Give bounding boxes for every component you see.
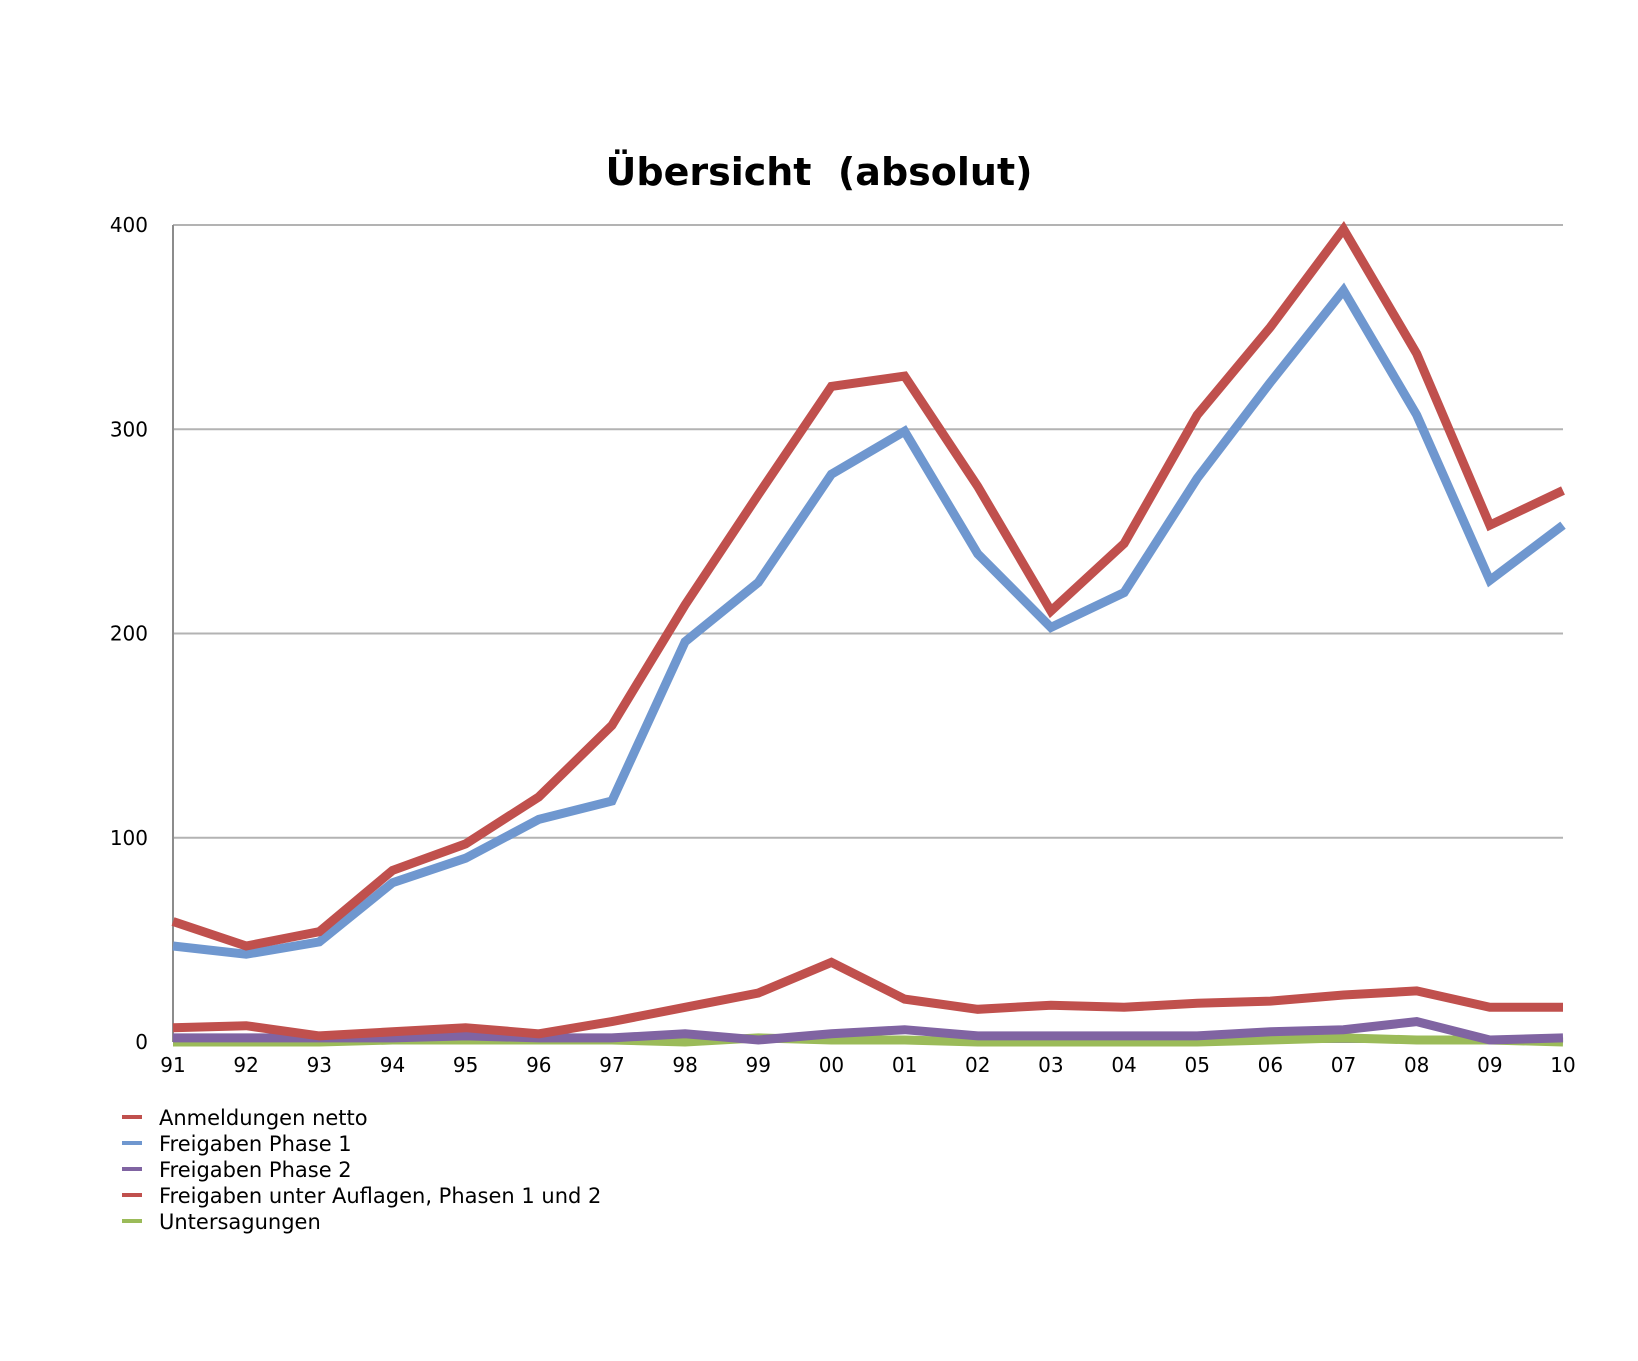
- legend-label: Freigaben unter Auflagen, Phasen 1 und 2: [159, 1184, 602, 1208]
- x-tick-label: 03: [1038, 1053, 1063, 1077]
- x-tick-label: 95: [453, 1053, 478, 1077]
- legend-swatch: [122, 1219, 142, 1223]
- series-line: [172, 957, 1563, 1041]
- legend-swatch: [122, 1167, 142, 1171]
- legend-swatch: [122, 1193, 142, 1197]
- gridlines: [173, 224, 1563, 839]
- legend-label: Anmeldungen netto: [159, 1106, 368, 1130]
- x-tick-label: 01: [892, 1053, 917, 1077]
- x-tick-label: 08: [1404, 1053, 1429, 1077]
- x-tick-label: 06: [1258, 1053, 1283, 1077]
- series-line: [172, 282, 1566, 959]
- y-tick-label: 400: [110, 213, 148, 237]
- x-tick-label: 96: [526, 1053, 551, 1077]
- x-tick-label: 92: [233, 1053, 258, 1077]
- x-tick-label: 97: [599, 1053, 624, 1077]
- y-tick-label: 0: [135, 1030, 148, 1054]
- legend-label: Freigaben Phase 1: [159, 1132, 352, 1156]
- x-tick-label: 91: [160, 1053, 185, 1077]
- y-tick-label: 300: [110, 417, 148, 441]
- legend-swatch: [122, 1115, 142, 1119]
- legend-item: Freigaben unter Auflagen, Phasen 1 und 2: [122, 1183, 601, 1209]
- x-tick-label: 04: [1111, 1053, 1136, 1077]
- x-tick-label: 99: [746, 1053, 771, 1077]
- x-tick-label: 00: [819, 1053, 844, 1077]
- x-tick-label: 09: [1477, 1053, 1502, 1077]
- x-tick-label: 94: [380, 1053, 405, 1077]
- x-tick-label: 02: [965, 1053, 990, 1077]
- y-tick-label: 100: [110, 826, 148, 850]
- legend: Anmeldungen netto Freigaben Phase 1 Freiga…: [122, 1105, 601, 1235]
- legend-item: Untersagungen: [122, 1209, 601, 1235]
- series-line: [171, 220, 1565, 951]
- legend-item: Freigaben Phase 2: [122, 1157, 601, 1183]
- legend-item: Anmeldungen netto: [122, 1105, 601, 1131]
- legend-item: Freigaben Phase 1: [122, 1131, 601, 1157]
- legend-label: Untersagungen: [159, 1210, 321, 1234]
- legend-label: Freigaben Phase 2: [159, 1158, 352, 1182]
- chart-title: Übersicht (absolut): [605, 150, 1033, 194]
- x-tick-label: 93: [307, 1053, 332, 1077]
- x-tick-label: 07: [1331, 1053, 1356, 1077]
- series-lines: [171, 220, 1566, 1047]
- x-tick-labels: 91 92 93 94 95 96 97 98 99 00 01 02 03 04 05 06 07 08 09 10: [160, 1053, 1575, 1077]
- x-tick-label: 98: [672, 1053, 697, 1077]
- y-tick-labels: 0 100 200 300 400: [110, 213, 148, 1054]
- x-tick-label: 10: [1550, 1053, 1575, 1077]
- series-line: [173, 1017, 1564, 1045]
- x-tick-label: 05: [1184, 1053, 1209, 1077]
- y-tick-label: 200: [110, 622, 148, 646]
- legend-swatch: [122, 1141, 142, 1145]
